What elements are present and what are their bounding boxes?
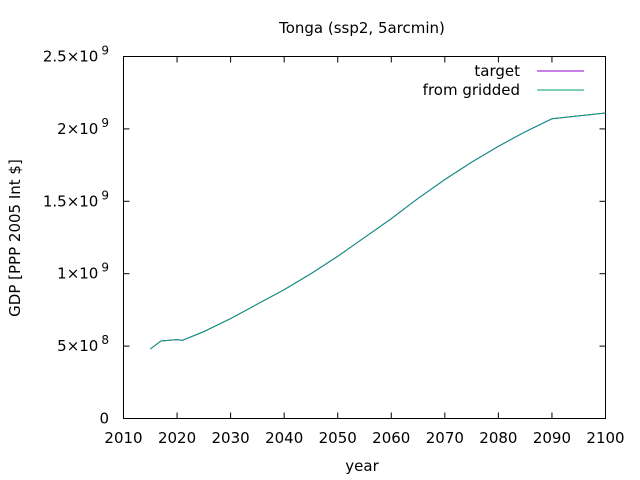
x-tick-label: 2080 — [479, 429, 517, 447]
chart-title: Tonga (ssp2, 5arcmin) — [278, 19, 445, 37]
y-tick-label: 2×10 9 — [57, 116, 109, 138]
y-tick-exponent: 8 — [101, 333, 109, 347]
x-tick-label: 2020 — [158, 429, 196, 447]
y-tick-exponent: 9 — [101, 261, 109, 275]
series-line-target — [149, 112, 606, 350]
y-tick-exponent: 9 — [101, 44, 109, 58]
y-tick-label: 2.5×10 9 — [43, 44, 109, 66]
y-tick-mantissa: 2.5×10 — [43, 48, 99, 66]
y-tick-label: 1×10 9 — [57, 261, 109, 283]
x-axis-ticks: 2010 2020 2030 2040 2050 2060 2070 2080 2090 2100 — [104, 56, 625, 447]
legend-label: target — [474, 62, 520, 80]
y-tick-exponent: 9 — [101, 116, 109, 130]
y-tick-label: 0 — [99, 410, 109, 428]
x-tick-label: 2030 — [212, 429, 250, 447]
x-tick-label: 2060 — [372, 429, 410, 447]
series-line-from-gridded — [149, 112, 606, 350]
x-tick-label: 2090 — [533, 429, 571, 447]
y-tick-mantissa: 5×10 — [57, 337, 98, 355]
series-lines — [149, 112, 606, 350]
plot-frame — [123, 56, 606, 419]
y-tick-mantissa: 0 — [99, 410, 109, 428]
y-tick-mantissa: 1.5×10 — [43, 192, 99, 210]
legend-label: from gridded — [423, 81, 520, 99]
y-tick-label: 1.5×10 9 — [43, 188, 109, 210]
y-axis-ticks: 05×10 81×10 91.5×10 92×10 92.5×10 9 — [43, 44, 606, 428]
y-axis-label: GDP [PPP 2005 Int $] — [6, 159, 24, 317]
y-tick-exponent: 9 — [101, 188, 109, 202]
y-tick-label: 5×10 8 — [57, 333, 109, 355]
y-tick-mantissa: 2×10 — [57, 120, 98, 138]
x-tick-label: 2100 — [586, 429, 624, 447]
x-tick-label: 2050 — [319, 429, 357, 447]
x-tick-label: 2010 — [104, 429, 142, 447]
x-tick-label: 2040 — [265, 429, 303, 447]
y-tick-mantissa: 1×10 — [57, 265, 98, 283]
x-tick-label: 2070 — [426, 429, 464, 447]
x-axis-label: year — [345, 457, 379, 475]
